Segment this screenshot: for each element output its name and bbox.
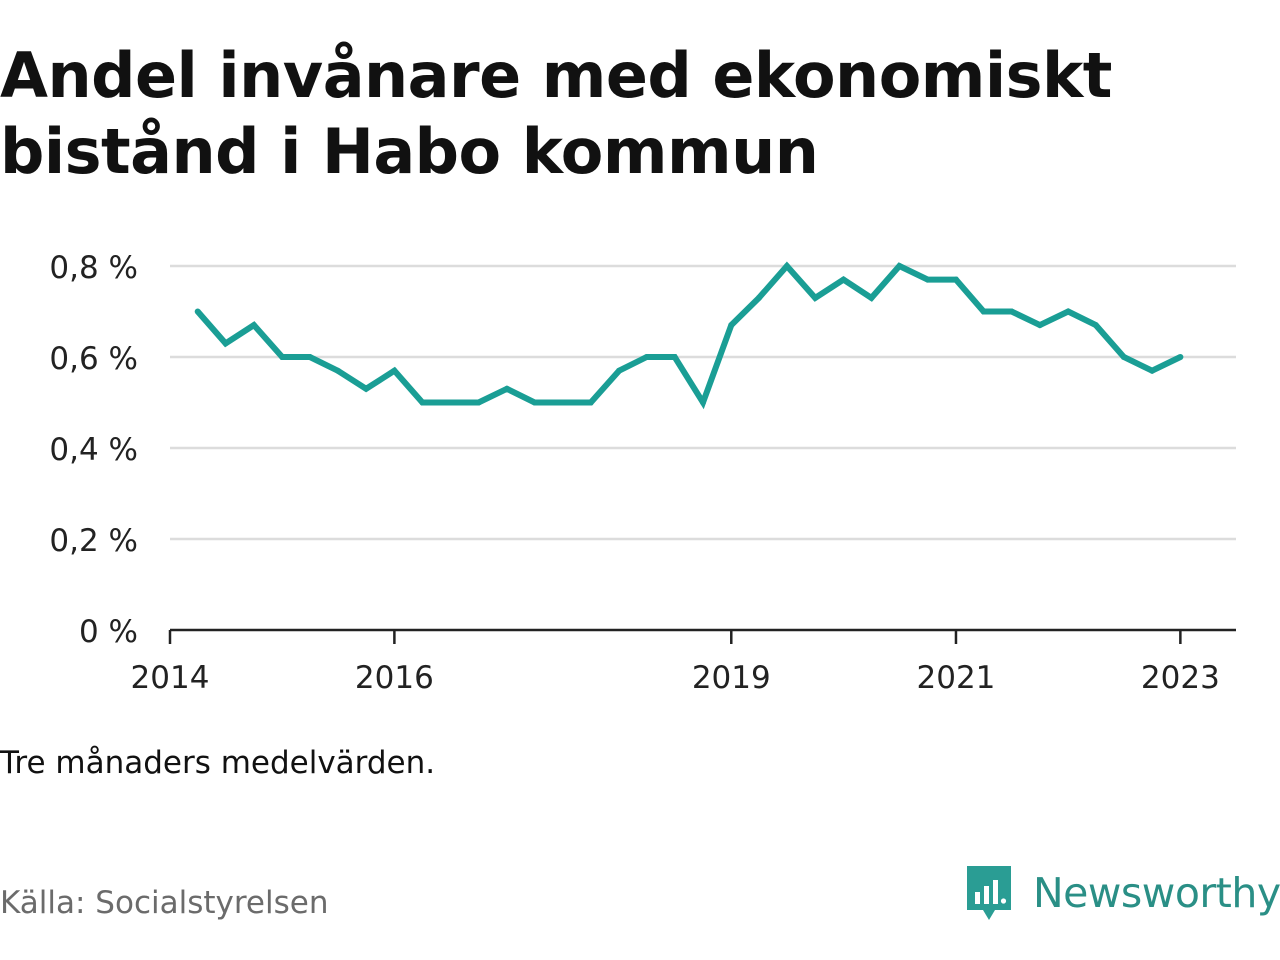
x-tick-label: 2021 [917, 660, 996, 696]
y-tick-label: 0,8 % [49, 250, 138, 286]
data-point [587, 399, 594, 406]
data-point [840, 276, 847, 283]
data-point [783, 263, 790, 269]
brand-name: Newsworthy [1033, 869, 1280, 917]
data-point [1120, 354, 1127, 360]
y-tick-label: 0,6 % [49, 341, 138, 377]
series-line [195, 261, 1182, 410]
data-point [700, 399, 706, 406]
data-point [924, 276, 931, 283]
x-tick-label: 2023 [1141, 660, 1220, 696]
data-point [896, 263, 903, 269]
data-point [980, 308, 987, 315]
data-point [812, 294, 819, 301]
data-point [250, 322, 257, 329]
chart-title-line-1: Andel invånare med ekonomiskt [0, 39, 1112, 112]
data-point [475, 399, 482, 406]
data-point [671, 354, 678, 360]
brand-logo: Newsworthy [963, 862, 1280, 924]
data-point [1092, 322, 1099, 329]
data-point [447, 399, 454, 406]
data-point [531, 399, 538, 406]
newsworthy-logo-icon [967, 866, 1011, 920]
data-point [503, 385, 510, 392]
data-point [1177, 354, 1184, 360]
data-point [1065, 308, 1072, 315]
chart-title: Andel invånare med ekonomiskt bistånd i … [0, 38, 1270, 190]
data-point [1149, 367, 1156, 374]
data-point [953, 276, 959, 283]
data-point [334, 367, 341, 374]
data-point [1008, 308, 1015, 315]
chart-title-line-2: bistånd i Habo kommun [0, 115, 819, 188]
data-point [194, 308, 201, 315]
data-point [728, 322, 735, 329]
source-credit: Källa: Socialstyrelsen [0, 885, 329, 921]
data-point [306, 354, 313, 360]
x-tick-label: 2019 [692, 660, 771, 696]
chart-note: Tre månaders medelvärden. [0, 745, 436, 781]
data-point [559, 399, 566, 406]
data-point [391, 367, 398, 374]
data-point [643, 354, 650, 360]
x-tick-label: 2016 [355, 660, 434, 696]
x-tick-label: 2014 [131, 660, 210, 696]
data-point [1036, 322, 1043, 329]
data-point [363, 385, 370, 392]
data-point [616, 367, 623, 374]
line-chart: 0 % 0,2 % 0,4 % 0,6 % 0,8 % 2014 2016 2019 2021 2… [49, 250, 1236, 696]
data-point [419, 399, 426, 406]
data-point [868, 294, 875, 301]
y-tick-label: 0 % [79, 614, 138, 650]
y-tick-label: 0,4 % [49, 432, 138, 468]
data-point [222, 340, 229, 347]
data-point [755, 294, 762, 301]
data-point [279, 354, 286, 360]
y-tick-label: 0,2 % [49, 523, 138, 559]
